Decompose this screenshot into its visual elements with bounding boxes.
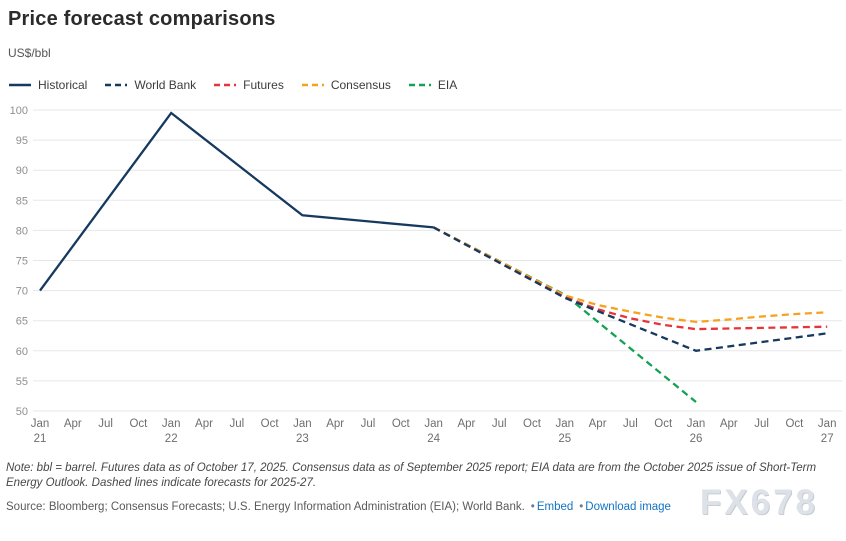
x-tick-month-5: Apr — [195, 418, 213, 430]
y-tick-label-65: 65 — [16, 316, 28, 328]
x-tick-month-21: Apr — [720, 418, 738, 430]
y-tick-label-75: 75 — [16, 256, 28, 268]
x-tick-month-12: Jan — [424, 418, 443, 430]
legend-label: Consensus — [330, 78, 391, 92]
x-tick-year-20: 26 — [690, 433, 703, 445]
bullet-separator: • — [579, 501, 584, 513]
page-title: Price forecast comparisons — [8, 8, 276, 30]
x-tick-month-9: Apr — [326, 418, 344, 430]
x-tick-month-3: Oct — [129, 418, 148, 430]
series-line-consensus — [433, 226, 828, 324]
x-tick-year-12: 24 — [427, 433, 440, 445]
x-tick-month-6: Jul — [229, 418, 244, 430]
y-tick-label-80: 80 — [16, 225, 28, 237]
y-tick-label-60: 60 — [16, 346, 28, 358]
x-tick-month-20: Jan — [687, 418, 706, 430]
embed-link[interactable]: Embed — [536, 501, 574, 513]
y-tick-label-55: 55 — [16, 376, 28, 388]
legend-item-eia: EIA — [408, 78, 457, 92]
legend-swatch-icon — [408, 83, 431, 87]
legend-item-world-bank: World Bank — [104, 78, 196, 92]
price-forecast-line-chart: 50 55 60 65 70 75 80 85 90 95 100 Jan 21 Apr Jul Oct Jan… — [10, 105, 842, 445]
series-line-historical — [39, 111, 434, 292]
footnote: Note: bbl = barrel. Futures data as of O… — [6, 462, 817, 489]
x-tick-year-8: 23 — [296, 433, 309, 445]
legend-item-historical: Historical — [8, 78, 87, 92]
legend-label: Futures — [243, 78, 284, 92]
y-tick-label-85: 85 — [16, 195, 28, 207]
x-tick-year-24: 27 — [821, 433, 834, 445]
source-line: Source: Bloomberg; Consensus Forecasts; … — [6, 501, 726, 513]
x-tick-month-11: Oct — [392, 418, 411, 430]
source-text: Source: Bloomberg; Consensus Forecasts; … — [6, 501, 525, 513]
x-tick-year-0: 21 — [34, 433, 47, 445]
x-tick-month-18: Jul — [623, 418, 638, 430]
x-tick-month-22: Jul — [754, 418, 769, 430]
x-tick-month-10: Jul — [361, 418, 376, 430]
x-tick-month-16: Jan — [556, 418, 575, 430]
legend-item-consensus: Consensus — [301, 78, 391, 92]
x-tick-month-13: Apr — [457, 418, 475, 430]
x-tick-month-1: Apr — [64, 418, 82, 430]
legend-swatch-icon — [214, 83, 237, 87]
x-tick-year-4: 22 — [165, 433, 178, 445]
y-tick-label-50: 50 — [16, 406, 28, 418]
x-tick-month-4: Jan — [162, 418, 181, 430]
x-tick-month-17: Apr — [589, 418, 607, 430]
x-tick-month-15: Oct — [523, 418, 542, 430]
legend-label: World Bank — [134, 78, 197, 92]
x-tick-month-24: Jan — [818, 418, 837, 430]
series-line-world-bank — [433, 226, 828, 352]
y-tick-label-95: 95 — [16, 135, 28, 147]
x-tick-month-8: Jan — [293, 418, 312, 430]
legend: Historical World Bank Futures Consensus EIA — [8, 78, 457, 92]
legend-item-futures: Futures — [213, 78, 284, 92]
x-tick-month-19: Oct — [654, 418, 673, 430]
x-tick-month-14: Jul — [492, 418, 507, 430]
legend-swatch-icon — [9, 83, 31, 87]
x-tick-month-2: Jul — [98, 418, 113, 430]
legend-swatch-icon — [301, 83, 324, 87]
y-tick-label-100: 100 — [10, 105, 28, 117]
download-image-link[interactable]: Download image — [585, 501, 671, 513]
legend-label: Historical — [38, 78, 88, 92]
x-tick-month-7: Oct — [261, 418, 280, 430]
fx678-watermark: FX678 — [699, 483, 818, 522]
x-tick-month-23: Oct — [785, 418, 804, 430]
x-tick-year-16: 25 — [558, 433, 571, 445]
y-axis-units-label: US$/bbl — [8, 46, 51, 60]
series-line-futures — [433, 226, 828, 331]
legend-label: EIA — [437, 78, 458, 92]
x-tick-month-0: Jan — [31, 418, 50, 430]
series-line-eia — [433, 226, 697, 403]
y-tick-label-90: 90 — [16, 165, 28, 177]
bullet-separator: • — [530, 501, 535, 513]
y-tick-label-70: 70 — [16, 286, 28, 298]
legend-swatch-icon — [105, 83, 128, 87]
